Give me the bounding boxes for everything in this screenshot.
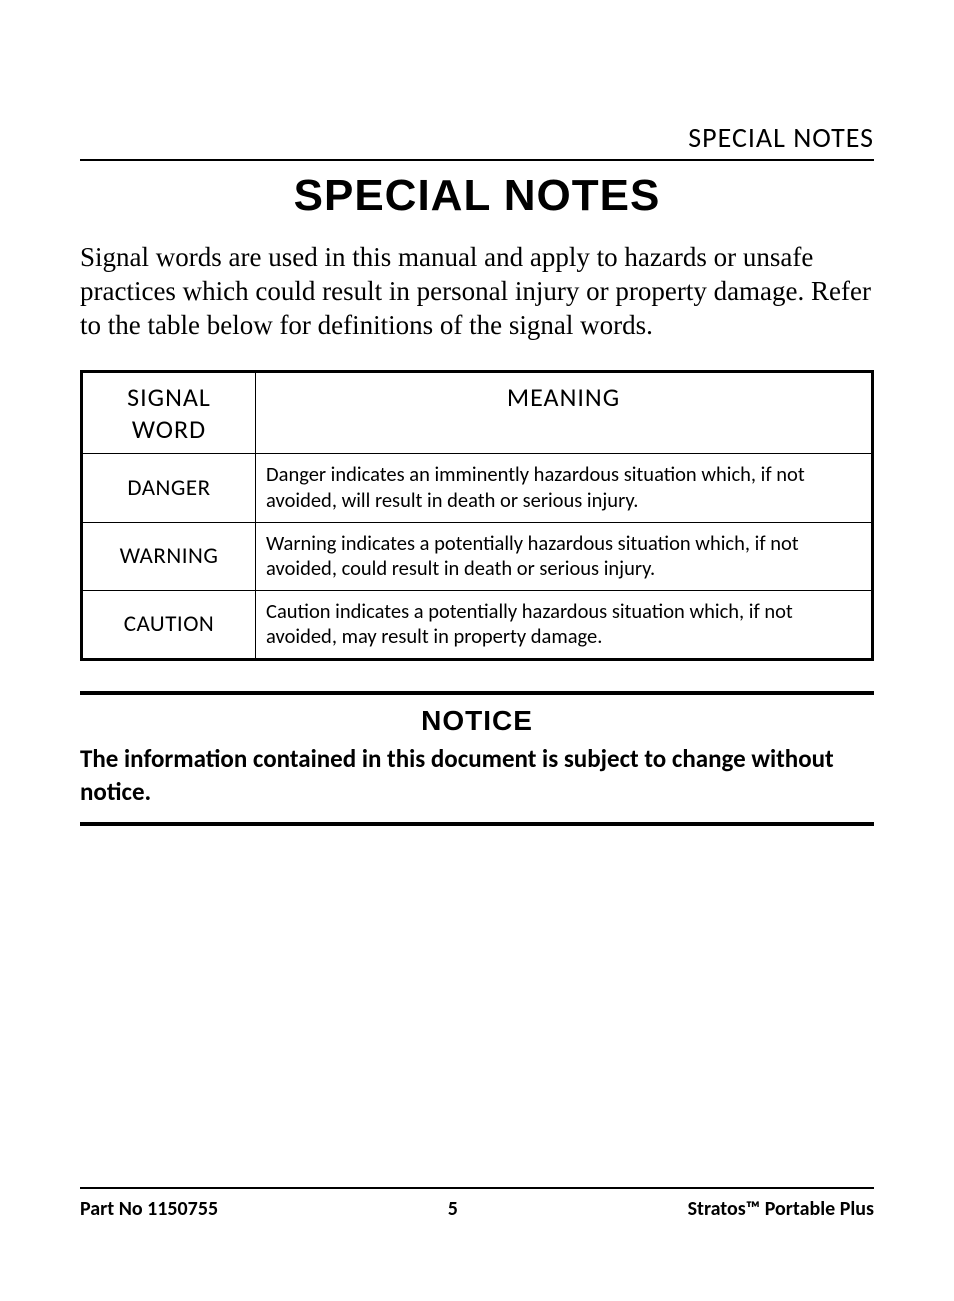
- footer-product-name: Stratos™ Portable Plus: [688, 1197, 874, 1221]
- meaning-cell: Caution indicates a potentially hazardou…: [256, 590, 873, 659]
- col-header-signal-word: SIGNAL WORD: [82, 372, 256, 454]
- table-row: CAUTION Caution indicates a potentially …: [82, 590, 873, 659]
- footer-row: Part No 1150755 5 Stratos™ Portable Plus: [80, 1197, 874, 1221]
- table-row: WARNING Warning indicates a potentially …: [82, 522, 873, 590]
- signal-word-cell: DANGER: [82, 454, 256, 522]
- signal-word-cell: CAUTION: [82, 590, 256, 659]
- notice-title: NOTICE: [80, 705, 874, 737]
- running-header: SPECIAL NOTES: [80, 120, 874, 155]
- footer-page-number: 5: [448, 1197, 458, 1221]
- page-title: SPECIAL NOTES: [80, 171, 874, 221]
- table-row: DANGER Danger indicates an imminently ha…: [82, 454, 873, 522]
- header-rule: [80, 159, 874, 161]
- intro-paragraph: Signal words are used in this manual and…: [80, 241, 874, 342]
- meaning-cell: Warning indicates a potentially hazardou…: [256, 522, 873, 590]
- footer-rule: [80, 1187, 874, 1189]
- table-header-row: SIGNAL WORD MEANING: [82, 372, 873, 454]
- signal-words-table: SIGNAL WORD MEANING DANGER Danger indica…: [80, 370, 874, 661]
- meaning-cell: Danger indicates an imminently hazardous…: [256, 454, 873, 522]
- notice-block: NOTICE The information contained in this…: [80, 691, 874, 826]
- page-footer: Part No 1150755 5 Stratos™ Portable Plus: [80, 1187, 874, 1221]
- footer-part-no: Part No 1150755: [80, 1197, 218, 1221]
- notice-text: The information contained in this docume…: [80, 743, 874, 808]
- page-content: SPECIAL NOTES SPECIAL NOTES Signal words…: [80, 120, 874, 1221]
- signal-word-cell: WARNING: [82, 522, 256, 590]
- col-header-meaning: MEANING: [256, 372, 873, 454]
